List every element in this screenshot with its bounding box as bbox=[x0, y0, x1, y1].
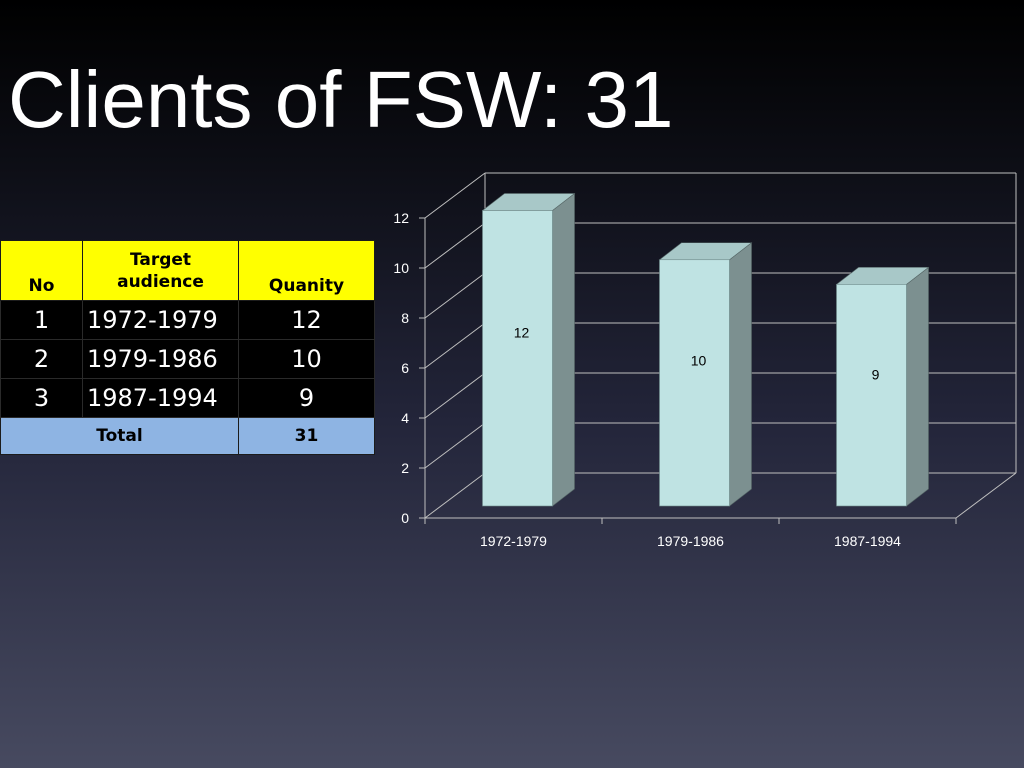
table-row: 3 1987-1994 9 bbox=[0, 378, 375, 418]
total-label: Total bbox=[0, 417, 239, 455]
cell-no: 3 bbox=[0, 378, 83, 418]
cell-audience: 1979-1986 bbox=[82, 339, 239, 379]
floor-right-edge bbox=[955, 472, 1017, 519]
bar bbox=[659, 259, 730, 507]
table-row: 1 1972-1979 12 bbox=[0, 300, 375, 340]
y-tick-label: 10 bbox=[393, 260, 409, 276]
side-wall-gridline bbox=[424, 272, 486, 319]
bar bbox=[836, 284, 907, 507]
total-value: 31 bbox=[238, 417, 375, 455]
cell-audience: 1987-1994 bbox=[82, 378, 239, 418]
cell-quantity: 12 bbox=[238, 300, 375, 340]
y-tick-label: 12 bbox=[393, 210, 409, 226]
side-wall-gridline bbox=[424, 222, 486, 269]
x-tick-label: 1987-1994 bbox=[834, 533, 901, 549]
cell-no: 2 bbox=[0, 339, 83, 379]
data-label: 12 bbox=[514, 325, 530, 341]
y-tick-label: 0 bbox=[401, 510, 409, 526]
cell-no: 1 bbox=[0, 300, 83, 340]
table-total-row: Total 31 bbox=[0, 417, 375, 455]
x-tick-label: 1972-1979 bbox=[480, 533, 547, 549]
bar bbox=[482, 210, 553, 507]
data-label: 9 bbox=[872, 367, 880, 383]
data-table: No Target audience Quanity 1 1972-1979 1… bbox=[0, 240, 375, 455]
table-row: 2 1979-1986 10 bbox=[0, 339, 375, 379]
bar-side bbox=[729, 242, 752, 507]
side-wall-gridline bbox=[424, 322, 486, 369]
side-wall-gridline bbox=[424, 472, 486, 519]
header-quantity: Quanity bbox=[238, 240, 375, 301]
cell-quantity: 10 bbox=[238, 339, 375, 379]
y-tick-label: 4 bbox=[401, 410, 409, 426]
bar-side bbox=[552, 192, 575, 507]
bar-chart: 0 2 4 6 8 10 12 12 1972-1979 10 1979-1986 9 1987-199… bbox=[393, 172, 1017, 549]
cell-audience: 1972-1979 bbox=[82, 300, 239, 340]
y-tick-label: 6 bbox=[401, 360, 409, 376]
header-no: No bbox=[0, 240, 83, 301]
x-tick-label: 1979-1986 bbox=[657, 533, 724, 549]
cell-quantity: 9 bbox=[238, 378, 375, 418]
header-target-audience: Target audience bbox=[82, 240, 239, 301]
side-wall-gridline bbox=[424, 422, 486, 469]
bar-side bbox=[906, 266, 929, 507]
side-wall-gridline bbox=[424, 172, 486, 219]
table-header-row: No Target audience Quanity bbox=[0, 240, 375, 301]
y-tick-label: 2 bbox=[401, 460, 409, 476]
header-target-audience-label: Target audience bbox=[117, 249, 204, 292]
slide-title: Clients of FSW: 31 bbox=[8, 55, 674, 144]
y-tick-label: 8 bbox=[401, 310, 409, 326]
data-label: 10 bbox=[691, 353, 707, 369]
side-wall-gridline bbox=[424, 372, 486, 419]
